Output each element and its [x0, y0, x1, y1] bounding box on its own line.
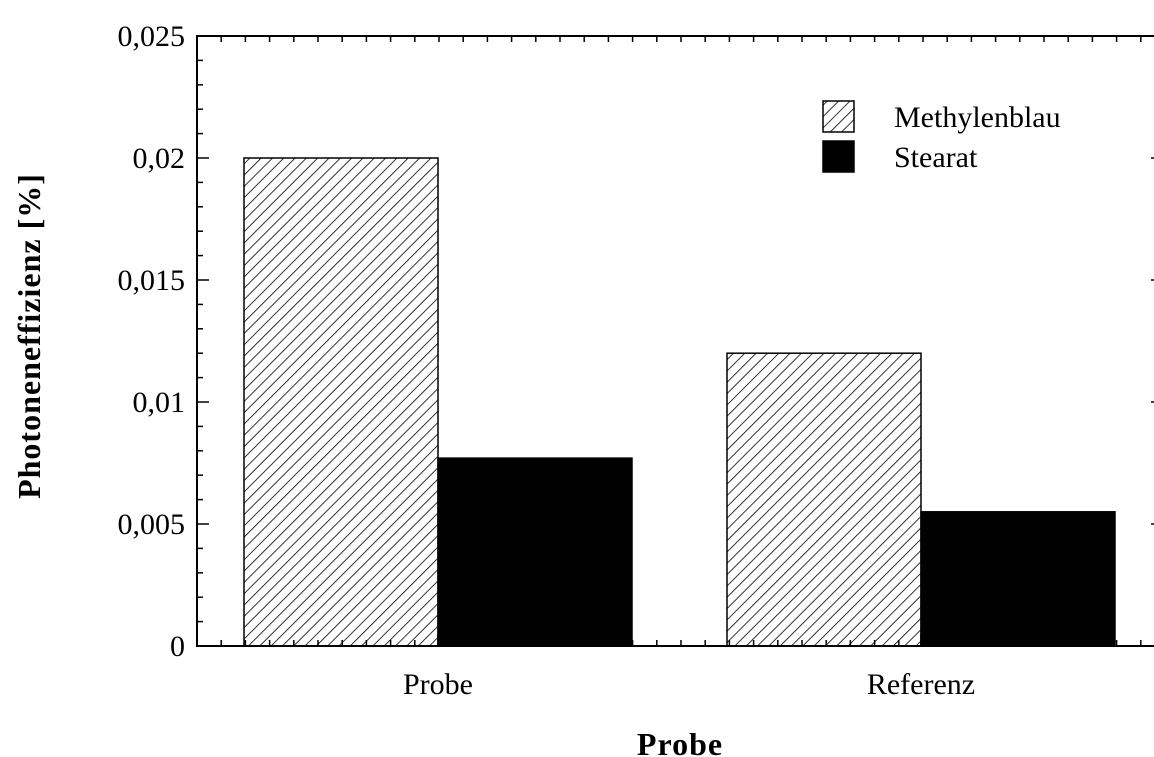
bar-methylenblau-referenz — [726, 352, 922, 647]
y-tick-label: 0,015 — [118, 264, 186, 297]
x-axis-title: Probe — [637, 726, 723, 757]
y-tick-label: 0,025 — [118, 20, 186, 53]
x-tick-label: Probe — [403, 668, 473, 701]
axes-group — [196, 35, 1154, 647]
legend: Methylenblau Stearat — [822, 100, 1061, 174]
plot-frame — [196, 35, 1154, 647]
legend-swatch-stearat — [822, 140, 855, 173]
y-tick-labels: 0 0,005 0,01 0,015 0,02 0,025 — [118, 20, 186, 663]
legend-label-methylenblau: Methylenblau — [894, 101, 1061, 134]
y-tick-label: 0,02 — [133, 142, 186, 175]
bars-group — [243, 157, 1116, 647]
x-tick-label: Referenz — [867, 668, 975, 701]
bar-stearat-probe — [437, 457, 633, 647]
y-tick-label: 0 — [170, 630, 185, 663]
y-axis-title: Photoneneffizienz [%] — [11, 173, 47, 499]
legend-label-stearat: Stearat — [894, 141, 978, 174]
bar-methylenblau-probe — [243, 157, 439, 647]
x-tick-labels: Probe Referenz — [403, 668, 975, 701]
y-tick-label: 0,005 — [118, 508, 186, 541]
y-tick-label: 0,01 — [133, 386, 186, 419]
legend-swatch-methylenblau — [822, 100, 855, 133]
bar-stearat-referenz — [920, 511, 1116, 647]
